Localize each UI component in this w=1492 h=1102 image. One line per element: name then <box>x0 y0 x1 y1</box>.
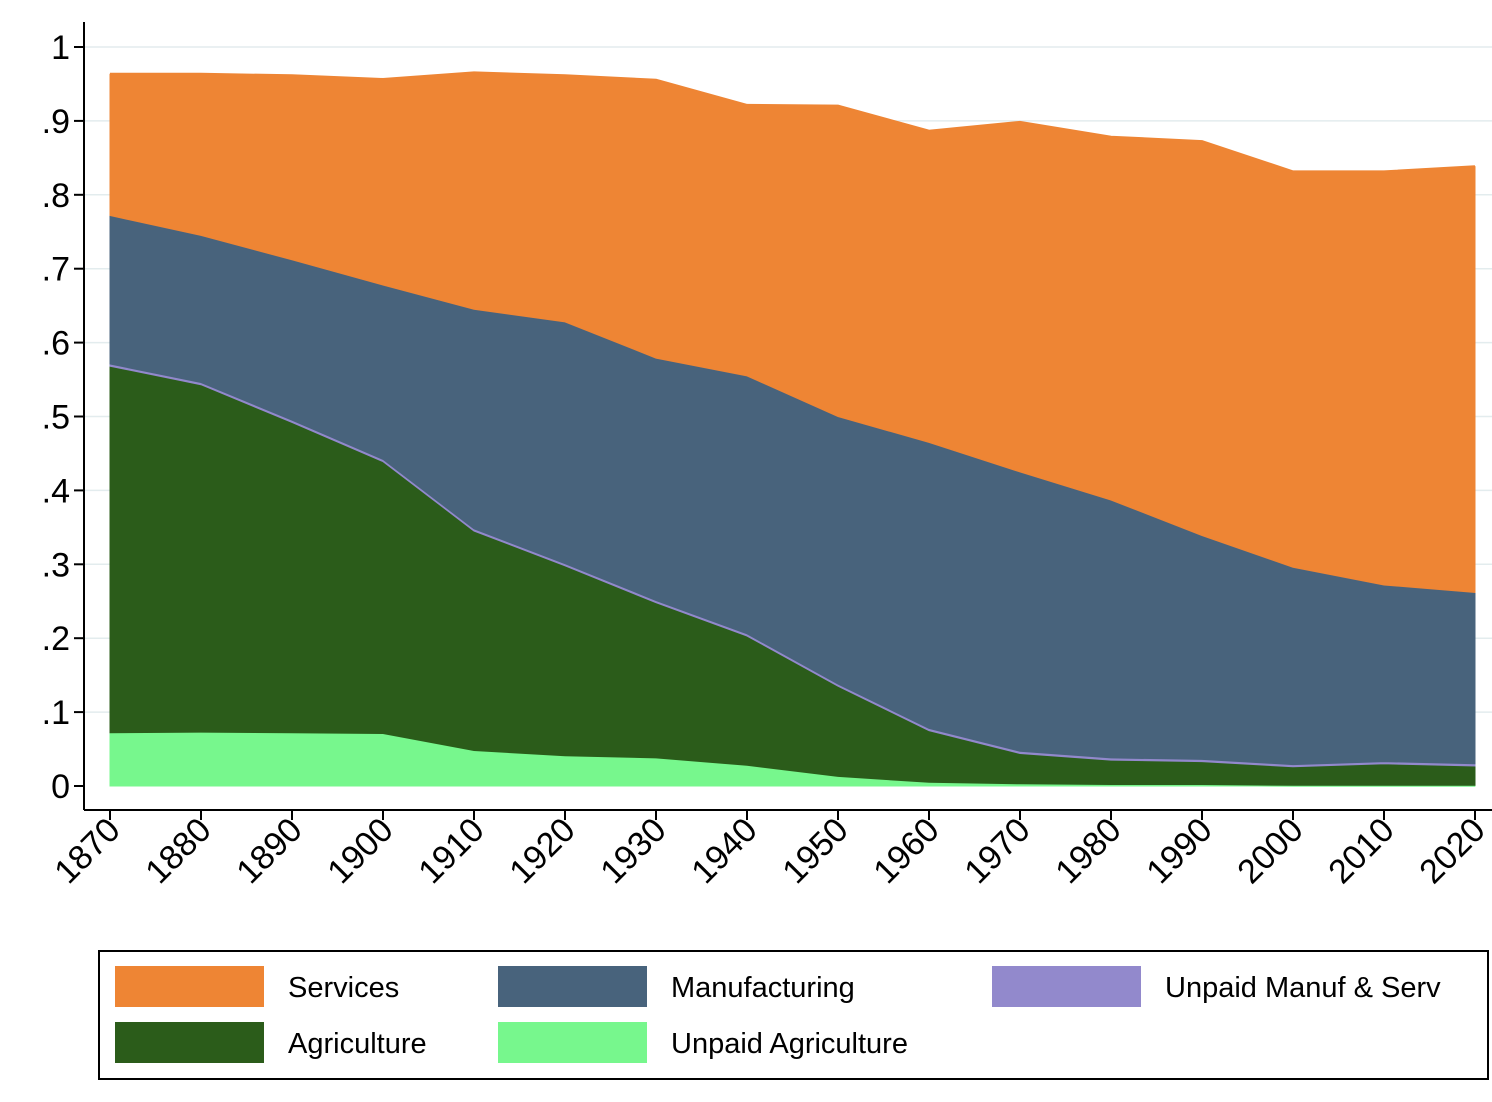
y-tick-label: .5 <box>42 399 70 437</box>
legend-box <box>98 950 1489 1080</box>
x-tick-label: 2010 <box>1321 811 1401 891</box>
area-edge-services <box>110 71 1476 174</box>
y-tick-label: 0 <box>51 768 70 806</box>
y-tick-label: .2 <box>42 620 70 658</box>
legend-swatch-unpaid-manuf-serv <box>992 966 1141 1007</box>
legend-label-manufacturing: Manufacturing <box>671 972 855 1004</box>
legend-swatch-unpaid-agriculture <box>498 1022 647 1063</box>
series-areas <box>109 71 1476 787</box>
x-tick-label: 2020 <box>1412 811 1492 891</box>
y-tick-label: 1 <box>51 29 70 67</box>
x-tick-label: 1960 <box>866 811 946 891</box>
x-tick-label: 1900 <box>320 811 400 891</box>
legend: Services Manufacturing Unpaid Manuf & Serv… <box>98 950 1489 1080</box>
x-tick-label: 1970 <box>957 811 1037 891</box>
y-tick-label: .1 <box>42 694 70 732</box>
x-tick-label: 1920 <box>502 811 582 891</box>
legend-label-unpaid-agriculture: Unpaid Agriculture <box>671 1028 908 1060</box>
x-tick-label: 1940 <box>684 811 764 891</box>
legend-swatch-manufacturing <box>498 966 647 1007</box>
legend-label-unpaid-manuf-serv: Unpaid Manuf & Serv <box>1165 972 1441 1004</box>
x-tick-label: 1990 <box>1139 811 1219 891</box>
y-tick-label: .3 <box>42 546 70 584</box>
x-tick-label: 1870 <box>47 811 127 891</box>
legend-swatch-agriculture <box>115 1022 264 1063</box>
x-tick-label: 1890 <box>229 811 309 891</box>
y-tick-label: .4 <box>42 472 70 510</box>
x-tick-label: 1930 <box>593 811 673 891</box>
x-tick-label: 1950 <box>775 811 855 891</box>
y-tick-label: .6 <box>42 325 70 363</box>
legend-label-services: Services <box>288 972 399 1004</box>
x-tick-label: 1880 <box>138 811 218 891</box>
y-tick-label: .8 <box>42 177 70 215</box>
x-tick-label: 1980 <box>1048 811 1128 891</box>
legend-swatch-services <box>115 966 264 1007</box>
y-tick-label: .9 <box>42 103 70 141</box>
x-tick-label: 2000 <box>1230 811 1310 891</box>
legend-label-agriculture: Agriculture <box>288 1028 427 1060</box>
x-tick-label: 1910 <box>411 811 491 891</box>
y-tick-label: .7 <box>42 251 70 289</box>
